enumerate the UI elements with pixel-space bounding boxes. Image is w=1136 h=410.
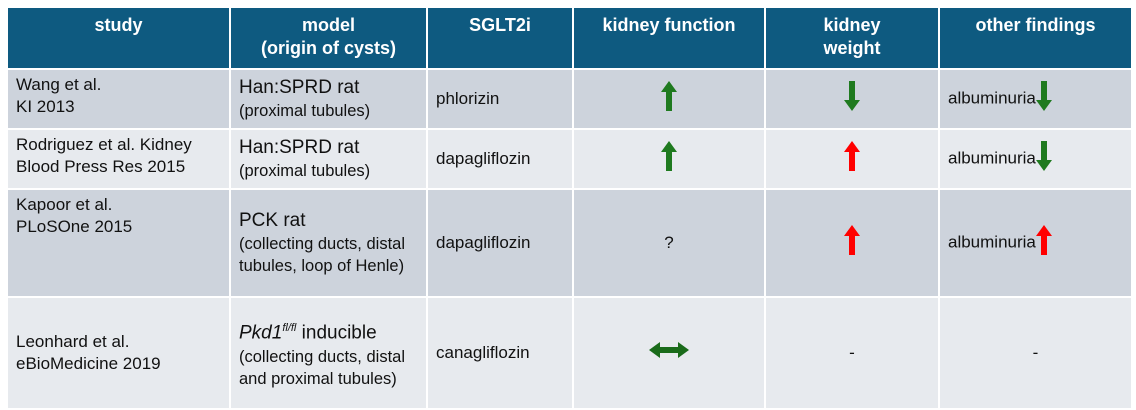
model-cell: Pkd1fl/fl inducible (collecting ducts, di… [229, 296, 428, 410]
other-findings-text: albuminuria [948, 88, 1036, 108]
study-cell: Leonhard et al. eBioMedicine 2019 [6, 296, 231, 410]
study-line1: Rodriguez et al. Kidney [16, 135, 192, 154]
header-model: model (origin of cysts) [229, 6, 428, 70]
model-sub: (proximal tubules) [239, 162, 371, 180]
header-kidney-weight-line1: kidney [823, 15, 881, 35]
table-row: Leonhard et al. eBioMedicine 2019 Pkd1fl/… [6, 296, 1133, 410]
model-sub: (collecting ducts, distal and proximal t… [239, 347, 405, 388]
model-main: Han:SPRD rat [239, 77, 360, 98]
study-line2: eBioMedicine 2019 [16, 354, 161, 373]
sglt2i-cell: canagliflozin [426, 296, 574, 410]
sglt2i-cell: dapagliflozin [426, 128, 574, 190]
study-cell: Wang et al. KI 2013 [6, 68, 231, 130]
other-findings-cell: albuminuria [938, 68, 1133, 130]
other-findings-cell: - [938, 296, 1133, 410]
kidney-weight-cell: - [764, 296, 940, 410]
header-other-findings: other findings [938, 6, 1133, 70]
study-line1: Wang et al. [16, 75, 102, 94]
arrow-up-icon [844, 141, 860, 177]
model-gene: Pkd1 [239, 322, 283, 344]
header-sglt2i: SGLT2i [426, 6, 574, 70]
model-genotype: fl/fl [282, 322, 297, 335]
model-sub: (proximal tubules) [239, 102, 371, 120]
other-findings-text: albuminuria [948, 148, 1036, 168]
sglt2i-studies-table: study model (origin of cysts) SGLT2i kidn… [6, 6, 1133, 410]
study-line1: Kapoor et al. [16, 195, 113, 214]
model-main-rest: inducible [296, 322, 377, 344]
study-line2: KI 2013 [16, 97, 75, 116]
kidney-function-cell [572, 296, 766, 410]
kidney-weight-cell [764, 188, 940, 298]
arrow-up-icon [661, 81, 677, 117]
header-kidney-weight: kidney weight [764, 6, 940, 70]
arrow-down-icon [1035, 141, 1052, 177]
study-cell: Rodriguez et al. Kidney Blood Press Res 2… [6, 128, 231, 190]
arrow-down-icon [1035, 81, 1052, 117]
study-line1: Leonhard et al. [16, 332, 130, 351]
model-cell: Han:SPRD rat (proximal tubules) [229, 128, 428, 190]
arrow-left-right-icon [649, 342, 689, 364]
table-row: Wang et al. KI 2013 Han:SPRD rat (proximal… [6, 68, 1133, 130]
other-findings-cell: albuminuria [938, 188, 1133, 298]
kidney-weight-cell [764, 68, 940, 130]
arrow-down-icon [844, 81, 860, 117]
header-kidney-weight-line2: weight [823, 38, 881, 58]
header-row: study model (origin of cysts) SGLT2i kidn… [6, 6, 1133, 70]
sglt2i-cell: phlorizin [426, 68, 574, 130]
study-line2: PLoSOne 2015 [16, 217, 133, 236]
kidney-function-cell [572, 68, 766, 130]
table-row: Kapoor et al. PLoSOne 2015 PCK rat (collec… [6, 188, 1133, 298]
model-cell: PCK rat (collecting ducts, distal tubules… [229, 188, 428, 298]
table-row: Rodriguez et al. Kidney Blood Press Res 2… [6, 128, 1133, 190]
other-findings-cell: albuminuria [938, 128, 1133, 190]
header-model-line2: (origin of cysts) [260, 38, 396, 58]
arrow-up-icon [844, 225, 860, 261]
model-cell: Han:SPRD rat (proximal tubules) [229, 68, 428, 130]
kidney-function-cell [572, 128, 766, 190]
sglt2i-cell: dapagliflozin [426, 188, 574, 298]
kidney-function-cell: ? [572, 188, 766, 298]
header-kidney-function: kidney function [572, 6, 766, 70]
model-main: PCK rat [239, 210, 306, 231]
model-main: Pkd1fl/fl inducible [239, 316, 418, 345]
other-findings-text: albuminuria [948, 232, 1036, 252]
header-study: study [6, 6, 231, 70]
study-cell: Kapoor et al. PLoSOne 2015 [6, 188, 231, 298]
arrow-up-icon [1035, 225, 1052, 261]
kidney-weight-cell [764, 128, 940, 190]
model-sub: (collecting ducts, distal tubules, loop … [239, 235, 405, 275]
model-main: Han:SPRD rat [239, 137, 360, 158]
arrow-up-icon [661, 141, 677, 177]
study-line2: Blood Press Res 2015 [16, 157, 186, 176]
header-model-line1: model [301, 15, 355, 35]
